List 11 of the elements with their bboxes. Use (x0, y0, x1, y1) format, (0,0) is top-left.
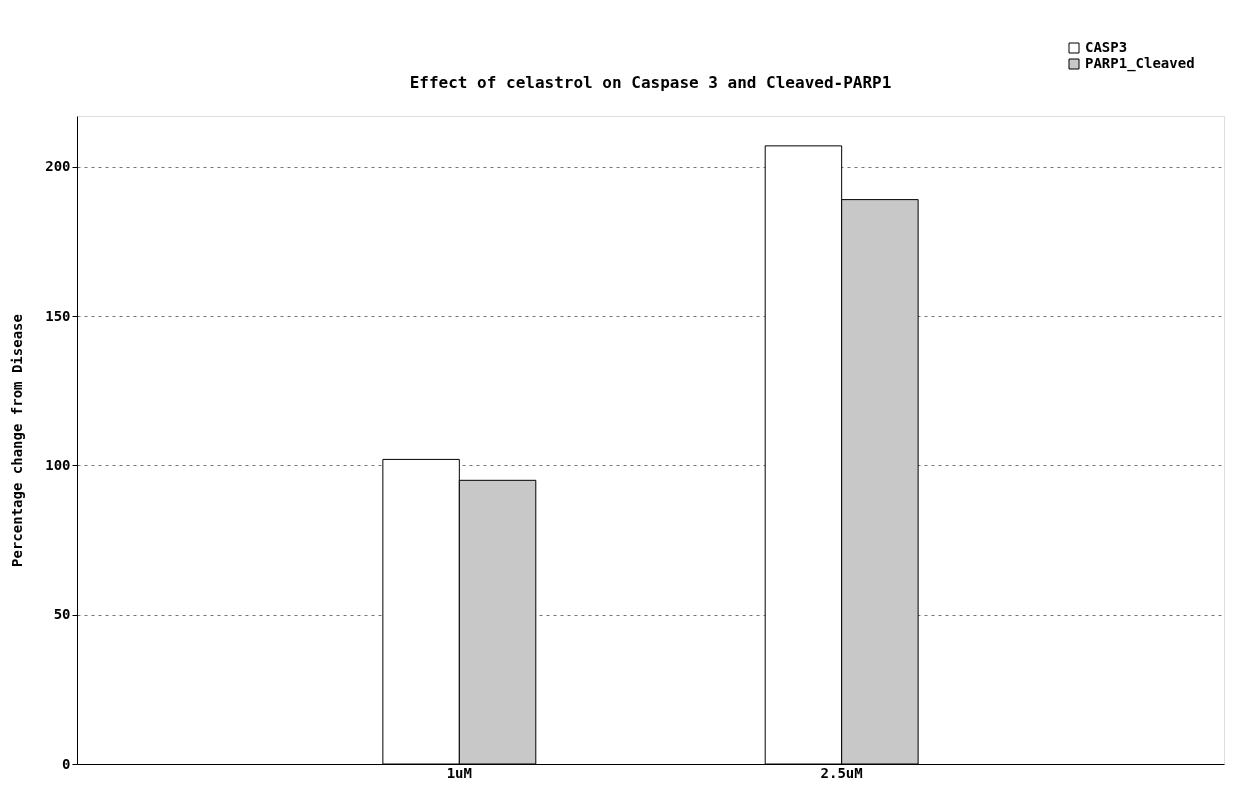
y-tick-label: 200 (45, 158, 71, 175)
y-tick-label: 0 (62, 755, 71, 772)
x-tick-label: 1uM (446, 764, 472, 781)
legend-label: PARP1_Cleaved (1085, 55, 1195, 72)
y-tick-label: 50 (53, 606, 71, 623)
legend-label: CASP3 (1085, 39, 1128, 55)
chart-title: Effect of celastrol on Caspase 3 and Cleaved-PARP1 (409, 73, 892, 92)
x-tick-label: 2.5uM (820, 764, 863, 781)
y-tick-label: 100 (45, 456, 71, 473)
y-axis-title: Percentage change from Disease (9, 314, 26, 567)
y-tick-label: 150 (45, 307, 71, 324)
